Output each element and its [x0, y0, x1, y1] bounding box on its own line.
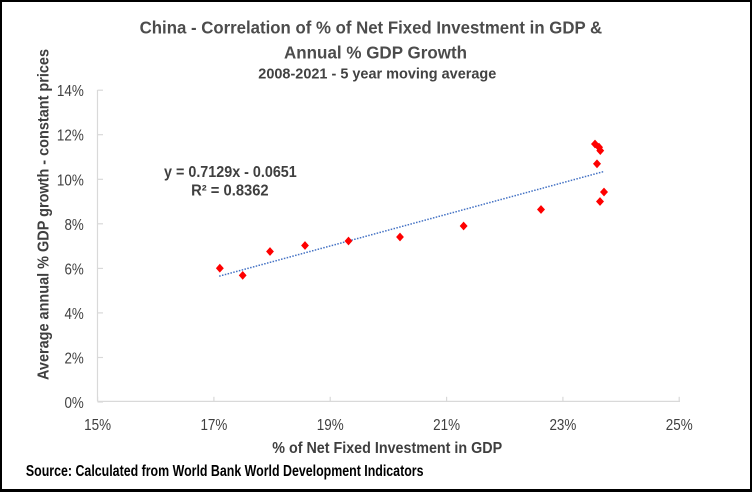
- svg-text:15%: 15%: [84, 417, 111, 434]
- svg-text:% of Net Fixed Investment in G: % of Net Fixed Investment in GDP: [272, 440, 502, 457]
- svg-text:12%: 12%: [57, 128, 84, 145]
- svg-text:Source: Calculated from World: Source: Calculated from World Bank World…: [26, 463, 424, 480]
- svg-text:2%: 2%: [65, 351, 84, 368]
- svg-text:19%: 19%: [317, 417, 344, 434]
- svg-text:China - Correlation of % of Ne: China - Correlation of % of Net Fixed In…: [140, 18, 603, 38]
- svg-text:14%: 14%: [57, 83, 84, 100]
- svg-text:Annual % GDP Growth: Annual % GDP Growth: [284, 43, 467, 63]
- svg-text:Average annual % GDP growth -: Average annual % GDP growth - constant p…: [36, 49, 53, 380]
- svg-text:4%: 4%: [65, 306, 84, 323]
- svg-text:6%: 6%: [65, 261, 84, 278]
- svg-text:17%: 17%: [200, 417, 227, 434]
- svg-text:25%: 25%: [666, 417, 693, 434]
- svg-text:R² = 0.8362: R² = 0.8362: [191, 183, 269, 200]
- svg-text:0%: 0%: [65, 395, 84, 412]
- svg-text:y = 0.7129x - 0.0651: y = 0.7129x - 0.0651: [164, 164, 297, 181]
- svg-text:10%: 10%: [57, 172, 84, 189]
- svg-text:2008-2021 - 5 year moving aver: 2008-2021 - 5 year moving average: [258, 67, 496, 83]
- svg-text:21%: 21%: [433, 417, 460, 434]
- svg-text:23%: 23%: [549, 417, 576, 434]
- svg-text:8%: 8%: [65, 217, 84, 234]
